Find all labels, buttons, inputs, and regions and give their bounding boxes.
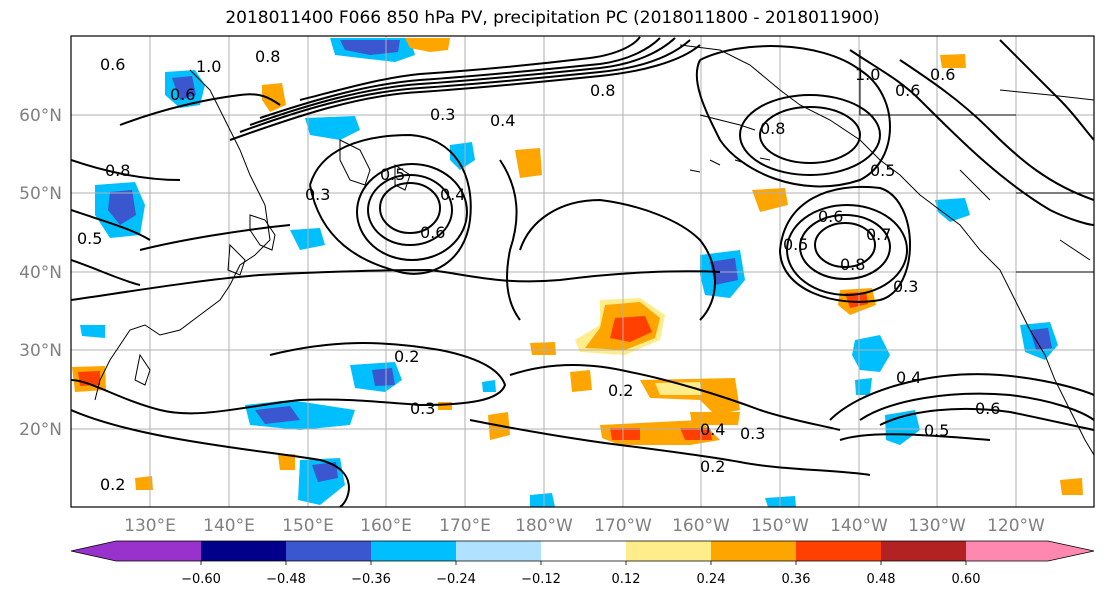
colorbar-segment <box>881 541 967 561</box>
contour-labels: 0.2 0.3 0.2 0.3 0.2 0.4 0.4 0.3 0.5 0.6 … <box>77 47 1000 494</box>
contour-label: 0.4 <box>700 420 725 439</box>
contour-label: 0.3 <box>893 277 918 296</box>
contour-label: 0.8 <box>840 255 865 274</box>
lon-label: 140°E <box>203 516 255 536</box>
contour-label: 0.5 <box>870 161 895 180</box>
colorbar-tick-label: 0.36 <box>782 572 811 587</box>
lat-label-60n: 60°N <box>19 106 62 126</box>
lon-label: 120°W <box>987 516 1045 536</box>
contour-label: 0.2 <box>100 475 125 494</box>
contour-label: 0.2 <box>700 457 725 476</box>
lon-label: 150°E <box>282 516 334 536</box>
contour-label: 0.6 <box>930 65 955 84</box>
latitude-labels: 60°N 50°N 40°N 30°N 20°N <box>19 106 62 440</box>
contour-label: 1.0 <box>855 65 880 84</box>
contour-label: 0.8 <box>255 47 280 66</box>
contour-label: 0.8 <box>105 161 130 180</box>
contour-label: 0.7 <box>866 225 891 244</box>
colorbar-tick-label: 0.24 <box>697 572 726 587</box>
contour-label: 0.8 <box>590 81 615 100</box>
colorbar-tick-label: −0.60 <box>181 572 221 587</box>
contour-label: 0.5 <box>380 165 405 184</box>
colorbar-tick-label: −0.12 <box>521 572 561 587</box>
colorbar-segment <box>371 541 457 561</box>
colorbar-segment <box>626 541 712 561</box>
contour-label: 0.5 <box>783 235 808 254</box>
contour-label: 0.5 <box>924 421 949 440</box>
lat-label-20n: 20°N <box>19 420 62 440</box>
lon-label: 170°W <box>594 516 652 536</box>
colorbar-segment <box>71 541 117 561</box>
colorbar-tick-label: 0.60 <box>952 572 981 587</box>
contour-label: 0.3 <box>305 185 330 204</box>
colorbar-tick-label: −0.36 <box>351 572 391 587</box>
lat-label-50n: 50°N <box>19 184 62 204</box>
precipitation-shading <box>72 38 1083 507</box>
colorbar: −0.60 −0.48 −0.36 −0.24 −0.12 0.12 0.24 … <box>70 540 1095 587</box>
lon-label: 160°E <box>360 516 412 536</box>
colorbar-segment <box>541 541 627 561</box>
lon-label: 160°W <box>672 516 730 536</box>
contour-label: 0.6 <box>895 81 920 100</box>
longitude-labels: 130°E 140°E 150°E 160°E 170°E 180°W 170°… <box>124 516 1045 536</box>
contour-label: 0.2 <box>394 347 419 366</box>
contour-label: 0.6 <box>170 85 195 104</box>
pv-contours <box>71 36 1094 507</box>
contour-label: 1.0 <box>196 57 221 76</box>
colorbar-segment <box>116 541 202 561</box>
contour-label: 0.8 <box>760 119 785 138</box>
lat-label-30n: 30°N <box>19 341 62 361</box>
map-frame <box>70 35 1095 508</box>
lon-label: 130°W <box>908 516 966 536</box>
coastlines <box>94 44 1094 456</box>
lon-label: 130°E <box>124 516 176 536</box>
contour-label: 0.3 <box>410 399 435 418</box>
contour-label: 0.6 <box>975 399 1000 418</box>
contour-label: 0.4 <box>896 368 921 387</box>
lon-label: 140°W <box>830 516 888 536</box>
contour-label: 0.5 <box>77 229 102 248</box>
colorbar-segment <box>1048 541 1094 561</box>
contour-label: 0.6 <box>818 207 843 226</box>
colorbar-segment <box>201 541 287 561</box>
lat-label-40n: 40°N <box>19 263 62 283</box>
colorbar-segment <box>966 541 1049 561</box>
colorbar-tick-label: 0.48 <box>867 572 896 587</box>
contour-label: 0.6 <box>420 223 445 242</box>
colorbar-segment <box>711 541 797 561</box>
lon-label: 150°W <box>751 516 809 536</box>
colorbar-segment <box>796 541 882 561</box>
colorbar-tick-label: −0.24 <box>436 572 476 587</box>
colorbar-tick-label: 0.12 <box>612 572 641 587</box>
contour-label: 0.4 <box>490 111 515 130</box>
map-title: 2018011400 F066 850 hPa PV, precipitatio… <box>225 8 880 28</box>
contour-label: 0.4 <box>440 185 465 204</box>
colorbar-segment <box>286 541 372 561</box>
contour-label: 0.3 <box>740 424 765 443</box>
colorbar-segment <box>456 541 542 561</box>
lon-label: 170°E <box>439 516 491 536</box>
colorbar-tick-label: −0.48 <box>266 572 306 587</box>
contour-label: 0.6 <box>100 55 125 74</box>
lon-label: 180°W <box>515 516 573 536</box>
contour-label: 0.3 <box>430 105 455 124</box>
contour-label: 0.2 <box>608 381 633 400</box>
